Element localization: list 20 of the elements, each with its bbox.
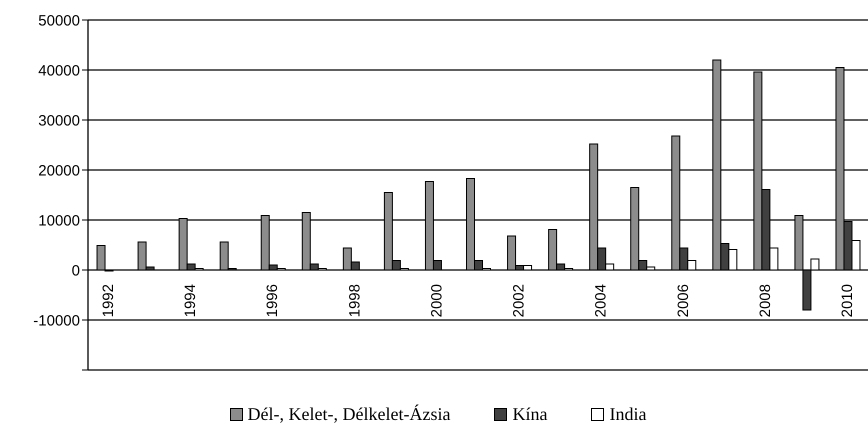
x-tick-label: 1996	[264, 284, 282, 318]
x-tick-label: 2004	[592, 284, 610, 318]
y-tick-label: 10000	[38, 212, 80, 230]
x-tick-label: 1998	[346, 284, 364, 318]
x-tick-label: 2010	[838, 284, 856, 318]
y-tick-label: 50000	[38, 12, 80, 30]
legend-label: India	[608, 404, 646, 425]
y-tick-label: 0	[72, 262, 80, 280]
x-tick-label: 2006	[674, 284, 692, 318]
x-tick-label: 1992	[100, 284, 118, 318]
legend-label: Kína	[511, 404, 548, 425]
y-tick-label: 30000	[38, 112, 80, 130]
x-tick-label: 1994	[182, 284, 200, 318]
x-tick-label: 2008	[756, 284, 774, 318]
x-tick-label: 2000	[428, 284, 446, 318]
y-tick-label: 20000	[38, 162, 80, 180]
y-tick-label: -10000	[33, 312, 80, 330]
x-tick-label: 2002	[510, 284, 528, 318]
legend-label: Dél-, Kelet-, Délkelet-Ázsia	[246, 404, 450, 425]
y-tick-label: 40000	[38, 62, 80, 80]
